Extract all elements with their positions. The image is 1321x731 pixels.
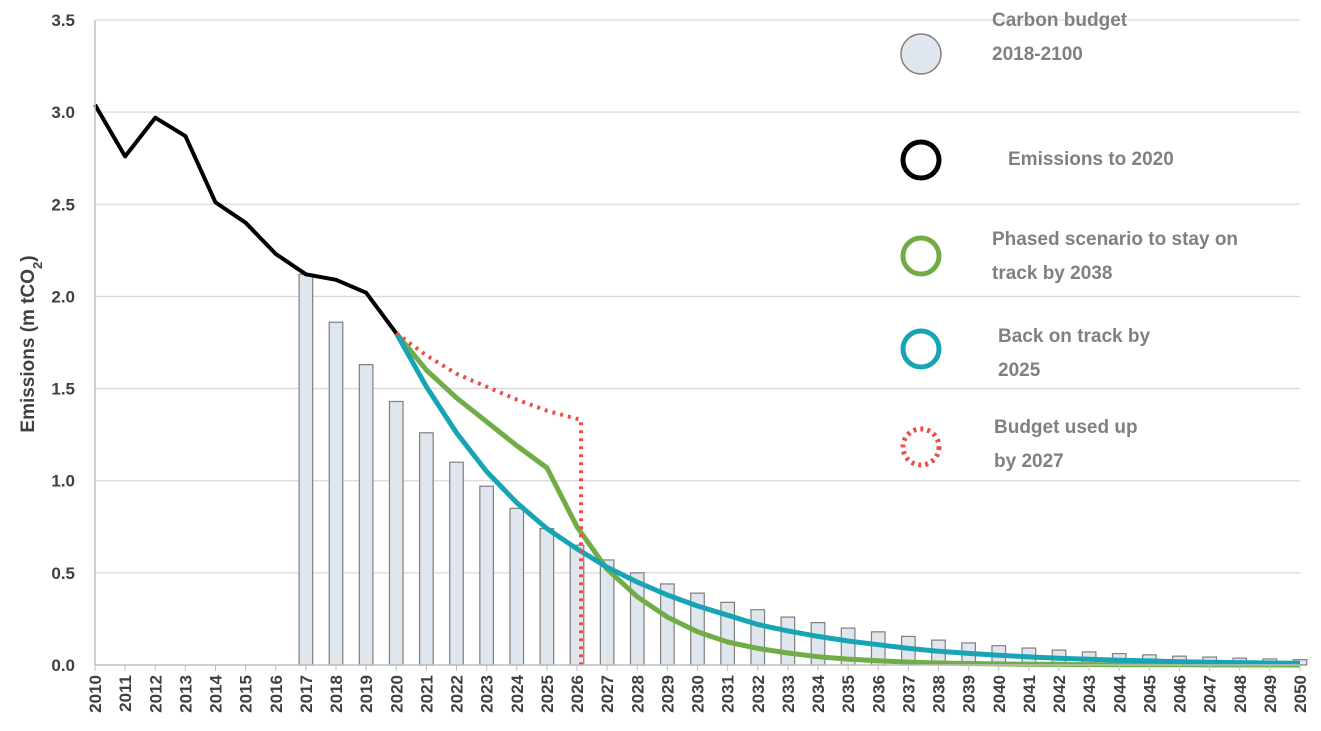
x-tick-label: 2016 — [267, 675, 286, 713]
x-tick-label: 2017 — [297, 675, 316, 713]
x-tick-label: 2010 — [86, 675, 105, 713]
budget-bar — [539, 528, 555, 666]
legend-label-carbon-budget: Carbon budget 2018-2100 — [992, 10, 1128, 65]
x-tick-label: 2031 — [719, 675, 738, 713]
x-tick-label: 2024 — [508, 674, 527, 712]
x-tick-label: 2012 — [146, 675, 165, 713]
budget-bar — [509, 507, 525, 666]
budget-bar — [298, 273, 314, 666]
x-tick-label: 2049 — [1261, 675, 1280, 713]
x-tick-label: 2028 — [628, 675, 647, 713]
legend-label-back-on-track: Back on track by 2025 — [998, 326, 1151, 381]
x-tick-label: 2044 — [1110, 674, 1129, 712]
x-tick-label: 2045 — [1140, 675, 1159, 713]
y-tick-label: 0.0 — [51, 656, 75, 675]
y-tick-label: 3.5 — [51, 11, 75, 30]
x-tick-label: 2021 — [417, 675, 436, 713]
y-tick-label: 1.5 — [51, 380, 75, 399]
x-tick-label: 2039 — [960, 675, 979, 713]
x-tick-label: 2025 — [538, 675, 557, 713]
y-tick-label: 3.0 — [51, 103, 75, 122]
series-line-budget-used-up-by-2027 — [395, 331, 583, 665]
x-axis-ticks: 2010 2011 2012 2013 2014 2015 2016 2017 2018 2019… — [86, 665, 1310, 713]
budget-bar — [418, 432, 434, 666]
legend-icon-phased-scenario — [900, 235, 942, 277]
x-tick-label: 2013 — [176, 675, 195, 713]
x-tick-label: 2036 — [869, 675, 888, 713]
legend-icon-budget-used-up — [900, 426, 942, 468]
x-tick-label: 2019 — [357, 675, 376, 713]
x-tick-label: 2038 — [930, 675, 949, 713]
series-line-back-on-track-by-2025 — [394, 332, 1301, 666]
x-tick-label: 2020 — [387, 675, 406, 713]
x-tick-label: 2041 — [1020, 675, 1039, 713]
series-line-phased-scenario-to-stay-on-track-by-2038 — [394, 331, 1301, 668]
y-tick-label: 2.0 — [51, 287, 75, 306]
legend-icon-back-on-track — [900, 328, 942, 370]
gridlines — [95, 19, 1300, 574]
y-tick-label: 0.5 — [51, 564, 75, 583]
y-axis-ticks: 0.0 0.5 1.0 1.5 2.0 2.5 3.0 3.5 — [51, 11, 75, 675]
x-tick-label: 2047 — [1201, 675, 1220, 713]
legend-label-budget-used-up: Budget used up by 2027 — [994, 417, 1138, 472]
x-tick-label: 2032 — [749, 675, 768, 713]
x-tick-label: 2030 — [689, 675, 708, 713]
x-tick-label: 2029 — [658, 675, 677, 713]
budget-bar — [780, 616, 796, 666]
x-tick-label: 2037 — [899, 675, 918, 713]
series-line-emissions-to-2020 — [93, 103, 398, 335]
budget-bar — [328, 321, 344, 666]
x-tick-label: 2026 — [568, 675, 587, 713]
x-tick-label: 2050 — [1291, 675, 1310, 713]
x-tick-label: 2046 — [1171, 675, 1190, 713]
budget-bar — [479, 485, 495, 666]
x-tick-label: 2018 — [327, 675, 346, 713]
x-tick-label: 2027 — [598, 675, 617, 713]
carbon-budget-bars — [298, 273, 1308, 666]
x-tick-label: 2043 — [1080, 675, 1099, 713]
y-tick-label: 1.0 — [51, 472, 75, 491]
legend-icon-carbon-budget — [900, 33, 942, 75]
budget-bar — [358, 364, 374, 666]
x-tick-label: 2022 — [448, 675, 467, 713]
legend-icon-emissions-to-2020 — [900, 139, 942, 181]
y-axis-label: Emissions (m tCO2) — [18, 255, 45, 432]
x-tick-label: 2034 — [809, 674, 828, 712]
x-tick-label: 2014 — [207, 674, 226, 712]
legend-label-emissions-to-2020: Emissions to 2020 — [1008, 149, 1174, 170]
legend-icons — [900, 33, 942, 468]
legend-label-phased-scenario: Phased scenario to stay on track by 2038 — [992, 229, 1239, 284]
x-tick-label: 2048 — [1231, 675, 1250, 713]
y-tick-label: 2.5 — [51, 195, 75, 214]
x-tick-label: 2015 — [237, 675, 256, 713]
budget-bar — [449, 461, 464, 666]
x-tick-label: 2023 — [478, 675, 497, 713]
x-tick-label: 2040 — [990, 675, 1009, 713]
x-tick-label: 2042 — [1050, 675, 1069, 713]
x-tick-label: 2011 — [116, 675, 135, 712]
x-tick-label: 2033 — [779, 675, 798, 713]
x-tick-label: 2035 — [839, 675, 858, 713]
budget-bar — [388, 400, 404, 666]
budget-bar — [750, 609, 766, 666]
